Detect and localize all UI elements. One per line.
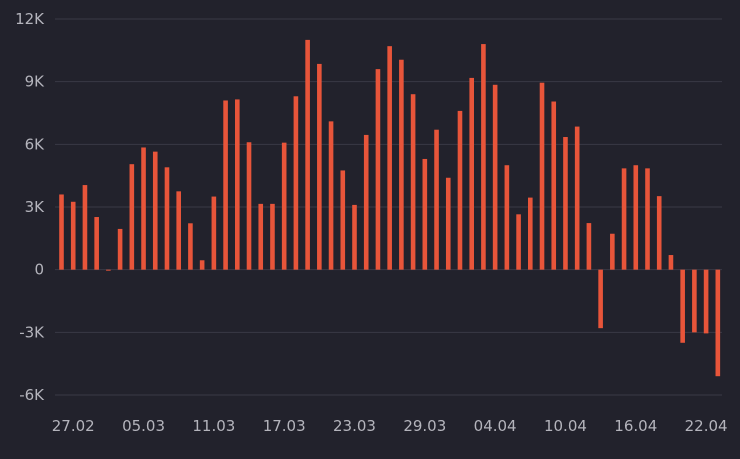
bar	[94, 217, 99, 270]
bar	[598, 269, 603, 329]
bar	[188, 223, 193, 270]
bar	[457, 110, 463, 270]
y-axis-tick-labels: 12K 9K 6K 3K 0 -3K -6K	[15, 10, 45, 404]
bar	[586, 223, 592, 270]
bar	[59, 194, 64, 270]
bar	[610, 233, 615, 270]
bar	[164, 167, 170, 270]
bar	[551, 101, 557, 270]
bar	[492, 84, 498, 270]
bar	[352, 204, 357, 270]
bar	[410, 94, 416, 270]
bar	[445, 177, 451, 270]
x-tick-label: 22.04	[685, 417, 728, 435]
bar	[656, 196, 662, 270]
y-tick-label: 12K	[15, 10, 45, 28]
x-tick-label: 04.04	[474, 417, 517, 435]
bar	[211, 196, 217, 270]
x-tick-label: 17.03	[263, 417, 306, 435]
bar	[176, 191, 181, 270]
bar	[563, 137, 568, 270]
bar	[375, 69, 381, 270]
x-tick-label: 23.03	[333, 417, 376, 435]
bar	[399, 59, 404, 270]
bar	[434, 129, 439, 270]
x-tick-label: 05.03	[122, 417, 165, 435]
y-tick-label: -3K	[19, 323, 45, 341]
y-tick-label: 0	[34, 261, 44, 279]
bar	[70, 201, 76, 270]
x-tick-label: 10.04	[544, 417, 587, 435]
bar	[281, 142, 287, 270]
bar	[129, 164, 135, 270]
bar	[668, 255, 674, 270]
bar	[317, 63, 322, 270]
bar	[703, 269, 709, 334]
bar	[82, 185, 88, 270]
bar	[633, 165, 639, 270]
x-axis-tick-labels: 27.02 05.03 11.03 17.03 23.03 29.03 04.04 10.04…	[52, 417, 728, 435]
bar	[328, 121, 334, 270]
bar	[387, 46, 392, 270]
bar	[692, 269, 697, 333]
y-tick-label: 9K	[25, 73, 46, 91]
bar	[199, 260, 205, 270]
bar	[246, 142, 252, 270]
bar	[235, 99, 240, 270]
bars	[59, 39, 721, 377]
bar	[680, 269, 685, 343]
y-tick-label: 6K	[25, 135, 46, 153]
bar	[152, 151, 158, 270]
bar	[340, 170, 346, 270]
bar	[516, 214, 521, 270]
bar	[141, 147, 146, 270]
y-tick-label: 3K	[25, 198, 46, 216]
y-tick-label: -6K	[19, 386, 45, 404]
bar	[363, 134, 369, 270]
bar	[422, 158, 428, 270]
bar	[469, 77, 474, 270]
bar	[715, 269, 721, 377]
bar	[504, 165, 510, 270]
x-tick-label: 29.03	[403, 417, 446, 435]
bar	[645, 168, 650, 270]
bar	[223, 100, 228, 270]
bar	[106, 269, 111, 271]
x-tick-label: 11.03	[192, 417, 235, 435]
bar	[270, 203, 275, 270]
bar	[574, 126, 580, 270]
bar	[117, 228, 123, 270]
bar	[293, 96, 299, 270]
bar	[539, 82, 545, 270]
bar	[305, 39, 310, 270]
bar	[481, 44, 486, 270]
x-tick-label: 16.04	[614, 417, 657, 435]
bar	[528, 197, 533, 270]
bar	[258, 203, 264, 270]
bar	[621, 168, 627, 270]
x-tick-label: 27.02	[52, 417, 95, 435]
